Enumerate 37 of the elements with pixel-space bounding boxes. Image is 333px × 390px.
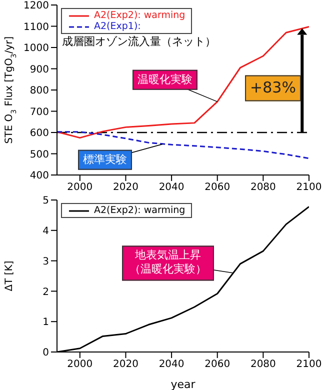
legend-label: A2(Exp1): <box>94 21 141 32</box>
x-axis-title: year <box>170 378 196 390</box>
annotation: 成層圏オゾン流入量（ネット） <box>62 34 216 49</box>
annotation: 地表気温上昇（温暖化実験） <box>122 246 214 280</box>
x-tick-label: 2060 <box>204 359 230 370</box>
x-tick-label: 2040 <box>158 359 184 370</box>
legend-label: A2(Exp2): warming <box>94 10 186 21</box>
y-tick-label: 900 <box>30 64 49 76</box>
y-tick-label: 700 <box>30 106 49 118</box>
y-tick-label: 400 <box>30 170 49 182</box>
annotation: 温暖化実験 <box>132 70 198 90</box>
x-tick-label: 2000 <box>67 182 93 194</box>
y-tick-label: 2 <box>42 286 49 298</box>
y-tick-label: 1200 <box>24 0 49 12</box>
y-axis-title: ΔT [K] <box>4 260 15 292</box>
x-tick-label: 2080 <box>250 182 276 194</box>
x-tick-label: 2100 <box>296 359 322 370</box>
x-tick-label: 2020 <box>113 182 138 194</box>
x-tick-label: 2060 <box>204 182 230 194</box>
y-tick-label: 800 <box>30 86 49 97</box>
x-tick-label: 2080 <box>250 359 276 370</box>
x-tick-label: 2020 <box>113 359 138 370</box>
x-tick-label: 2000 <box>67 359 93 370</box>
y-tick-label: 4 <box>42 226 49 237</box>
x-tick-label: 2040 <box>158 182 184 194</box>
y-tick-label: 1100 <box>24 22 49 33</box>
x-tick-label: 2100 <box>296 182 322 194</box>
y-tick-label: 1 <box>42 317 49 328</box>
annotation: +83% <box>245 75 301 101</box>
y-tick-label: 1000 <box>24 43 49 54</box>
annotation: 標準実験 <box>78 150 132 170</box>
y-tick-label: 3 <box>42 256 49 268</box>
y-tick-label: 5 <box>42 196 49 207</box>
y-tick-label: 600 <box>30 128 49 140</box>
y-tick-label: 0 <box>42 348 49 359</box>
legend-label: A2(Exp2): warming <box>94 205 186 216</box>
y-tick-label: 500 <box>30 149 49 160</box>
